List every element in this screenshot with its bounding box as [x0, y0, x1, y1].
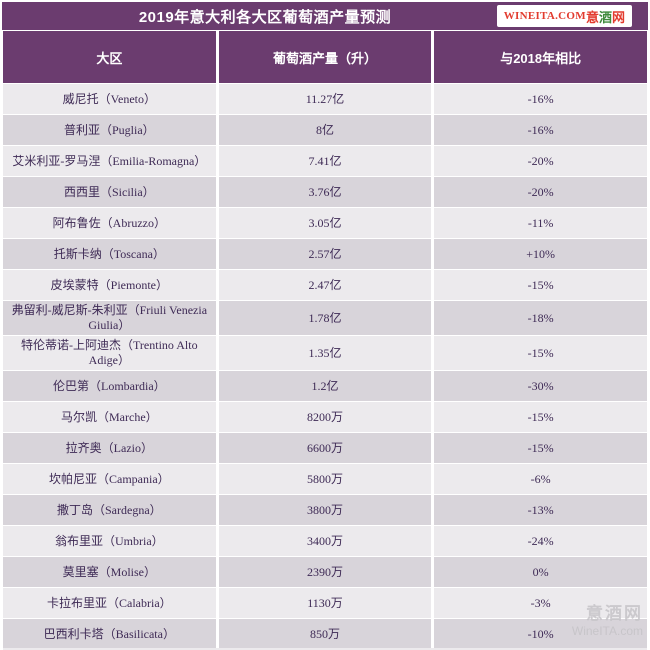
change-cell: -6% — [434, 464, 647, 494]
production-cell: 850万 — [218, 619, 432, 649]
production-cell: 1130万 — [218, 588, 432, 618]
change-cell: 0% — [434, 557, 647, 587]
table-row: 撒丁岛（Sardegna） 3800万 -13% — [3, 495, 647, 525]
region-cell: 伦巴第（Lombardia） — [3, 371, 216, 401]
region-cell: 威尼托（Veneto） — [3, 84, 216, 114]
column-header-region: 大区 — [3, 31, 216, 83]
production-cell: 3400万 — [218, 526, 432, 556]
table-row: 阿布鲁佐（Abruzzo） 3.05亿 -11% — [3, 208, 647, 238]
table-row: 特伦蒂诺-上阿迪杰（Trentino Alto Adige） 1.35亿 -15% — [3, 336, 647, 370]
change-cell: -16% — [434, 115, 647, 145]
change-cell: -15% — [434, 433, 647, 463]
region-cell: 托斯卡纳（Toscana） — [3, 239, 216, 269]
production-cell: 2390万 — [218, 557, 432, 587]
column-header-change: 与2018年相比 — [434, 31, 647, 83]
region-cell: 普利亚（Puglia） — [3, 115, 216, 145]
table-row: 威尼托（Veneto） 11.27亿 -16% — [3, 84, 647, 114]
region-cell: 艾米利亚-罗马涅（Emilia-Romagna） — [3, 146, 216, 176]
table-row: 莫里塞（Molise） 2390万 0% — [3, 557, 647, 587]
production-cell: 6600万 — [218, 433, 432, 463]
table-row: 马尔凯（Marche） 8200万 -15% — [3, 402, 647, 432]
table-row: 弗留利-威尼斯-朱利亚（Friuli Venezia Giulia） 1.78亿 -… — [3, 301, 647, 335]
production-cell: 1.35亿 — [218, 336, 432, 370]
production-cell: 8亿 — [218, 115, 432, 145]
region-cell: 巴西利卡塔（Basilicata） — [3, 619, 216, 649]
region-cell: 特伦蒂诺-上阿迪杰（Trentino Alto Adige） — [3, 336, 216, 370]
table-row: 托斯卡纳（Toscana） 2.57亿 +10% — [3, 239, 647, 269]
production-cell: 7.41亿 — [218, 146, 432, 176]
change-cell: -13% — [434, 495, 647, 525]
change-cell: -11% — [434, 208, 647, 238]
region-cell: 翁布里亚（Umbria） — [3, 526, 216, 556]
production-cell: 8200万 — [218, 402, 432, 432]
change-cell: +10% — [434, 239, 647, 269]
change-cell: -30% — [434, 371, 647, 401]
change-cell: -15% — [434, 336, 647, 370]
production-cell: 3.05亿 — [218, 208, 432, 238]
production-cell: 3800万 — [218, 495, 432, 525]
logo-text-en: WINEITA.COM — [503, 10, 586, 22]
table-row: 皮埃蒙特（Piemonte） 2.47亿 -15% — [3, 270, 647, 300]
table-row: 拉齐奥（Lazio） 6600万 -15% — [3, 433, 647, 463]
page-title: 2019年意大利各大区葡萄酒产量预测 — [138, 8, 392, 26]
region-cell: 坎帕尼亚（Campania） — [3, 464, 216, 494]
change-cell: -16% — [434, 84, 647, 114]
change-cell: -15% — [434, 402, 647, 432]
production-cell: 2.47亿 — [218, 270, 432, 300]
change-cell: -20% — [434, 146, 647, 176]
region-cell: 撒丁岛（Sardegna） — [3, 495, 216, 525]
region-cell: 皮埃蒙特（Piemonte） — [3, 270, 216, 300]
production-cell: 3.76亿 — [218, 177, 432, 207]
production-table: 大区 葡萄酒产量（升） 与2018年相比 威尼托（Veneto） 11.27亿 -1… — [0, 30, 650, 650]
production-cell: 1.2亿 — [218, 371, 432, 401]
region-cell: 拉齐奥（Lazio） — [3, 433, 216, 463]
bottom-row-sliver — [3, 648, 647, 650]
region-cell: 卡拉布里亚（Calabria） — [3, 588, 216, 618]
change-cell: -10% — [434, 619, 647, 649]
table-header-row: 大区 葡萄酒产量（升） 与2018年相比 — [3, 31, 647, 83]
change-cell: -24% — [434, 526, 647, 556]
change-cell: -20% — [434, 177, 647, 207]
change-cell: -3% — [434, 588, 647, 618]
logo-char-yi: 意 — [585, 9, 599, 25]
logo-char-jiu: 酒 — [598, 9, 612, 25]
column-header-production: 葡萄酒产量（升） — [218, 31, 432, 83]
logo-char-wang: 网 — [611, 9, 625, 25]
change-cell: -18% — [434, 301, 647, 335]
production-cell: 5800万 — [218, 464, 432, 494]
region-cell: 莫里塞（Molise） — [3, 557, 216, 587]
table-row: 普利亚（Puglia） 8亿 -16% — [3, 115, 647, 145]
table-row: 伦巴第（Lombardia） 1.2亿 -30% — [3, 371, 647, 401]
region-cell: 弗留利-威尼斯-朱利亚（Friuli Venezia Giulia） — [3, 301, 216, 335]
production-cell: 2.57亿 — [218, 239, 432, 269]
table-row: 坎帕尼亚（Campania） 5800万 -6% — [3, 464, 647, 494]
table-row: 翁布里亚（Umbria） 3400万 -24% — [3, 526, 647, 556]
table-body: 威尼托（Veneto） 11.27亿 -16% 普利亚（Puglia） 8亿 -16% 艾米… — [3, 84, 647, 650]
wineita-logo: WINEITA.COM 意酒网 — [496, 5, 632, 27]
table-row: 艾米利亚-罗马涅（Emilia-Romagna） 7.41亿 -20% — [3, 146, 647, 176]
region-cell: 西西里（Sicilia） — [3, 177, 216, 207]
production-cell: 1.78亿 — [218, 301, 432, 335]
production-cell: 11.27亿 — [218, 84, 432, 114]
table-row: 巴西利卡塔（Basilicata） 850万 -10% — [3, 619, 647, 649]
table-row: 西西里（Sicilia） 3.76亿 -20% — [3, 177, 647, 207]
region-cell: 马尔凯（Marche） — [3, 402, 216, 432]
table-row: 卡拉布里亚（Calabria） 1130万 -3% — [3, 588, 647, 618]
change-cell: -15% — [434, 270, 647, 300]
region-cell: 阿布鲁佐（Abruzzo） — [3, 208, 216, 238]
